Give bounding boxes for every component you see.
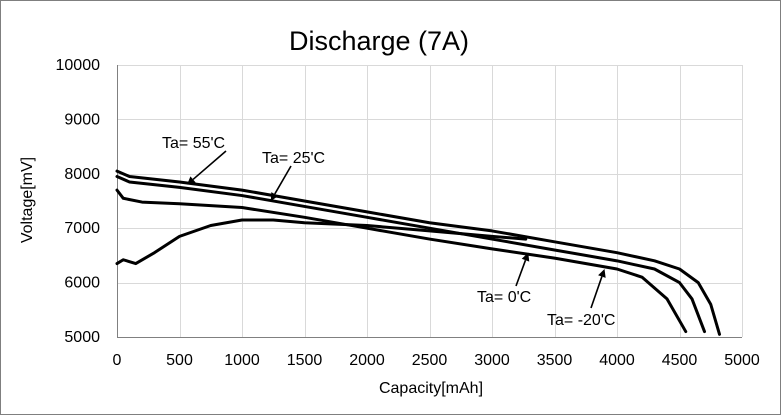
x-tick-label: 2500 <box>412 352 448 369</box>
temperature-annotation: Ta= 0'C <box>477 289 531 306</box>
annotation-arrow <box>192 150 227 181</box>
annotation-arrowhead <box>598 269 606 278</box>
grid-layer <box>117 65 743 338</box>
axis-layer <box>117 65 742 338</box>
annotation-arrowhead <box>521 252 530 262</box>
annotation-arrowhead <box>187 176 196 185</box>
discharge-series-line <box>115 169 721 336</box>
x-tick-label: 5000 <box>724 352 760 369</box>
x-tick-label: 500 <box>166 352 193 369</box>
x-tick-label: 1500 <box>287 352 323 369</box>
tick-label-layer: 0 500 1000 1500 2000 2500 3000 3500 4000 4500 5000… <box>56 57 760 369</box>
y-tick-label: 9000 <box>64 111 100 128</box>
discharge-series-line <box>115 218 528 266</box>
annotation-arrowhead <box>270 192 279 201</box>
x-tick-label: 2000 <box>349 352 385 369</box>
series-layer <box>115 169 721 336</box>
y-axis-title: Voltage[mV] <box>19 157 36 243</box>
x-tick-label: 3000 <box>474 352 510 369</box>
x-tick-label: 1000 <box>224 352 260 369</box>
temperature-annotation: Ta= 55'C <box>162 135 225 152</box>
x-tick-label: 4500 <box>662 352 698 369</box>
annotation-arrow <box>590 276 603 309</box>
y-tick-label: 5000 <box>64 329 100 346</box>
discharge-series-line <box>115 188 688 334</box>
x-axis-title: Capacity[mAh] <box>379 380 483 397</box>
y-tick-label: 10000 <box>56 57 101 74</box>
y-tick-label: 7000 <box>64 220 100 237</box>
temperature-annotation: Ta= 25'C <box>262 150 325 167</box>
annotation-arrow <box>274 165 292 195</box>
temperature-annotation: Ta= -20'C <box>547 312 615 329</box>
x-tick-label: 4000 <box>599 352 635 369</box>
annotation-arrow <box>515 259 527 287</box>
annotation-layer: Ta= 55'C Ta= 25'C Ta= 0'C Ta= -20'C <box>162 135 615 329</box>
y-tick-label: 8000 <box>64 166 100 183</box>
x-tick-label: 3500 <box>537 352 573 369</box>
x-tick-label: 0 <box>113 352 122 369</box>
y-tick-label: 6000 <box>64 275 100 292</box>
chart-title: Discharge (7A) <box>289 26 469 56</box>
